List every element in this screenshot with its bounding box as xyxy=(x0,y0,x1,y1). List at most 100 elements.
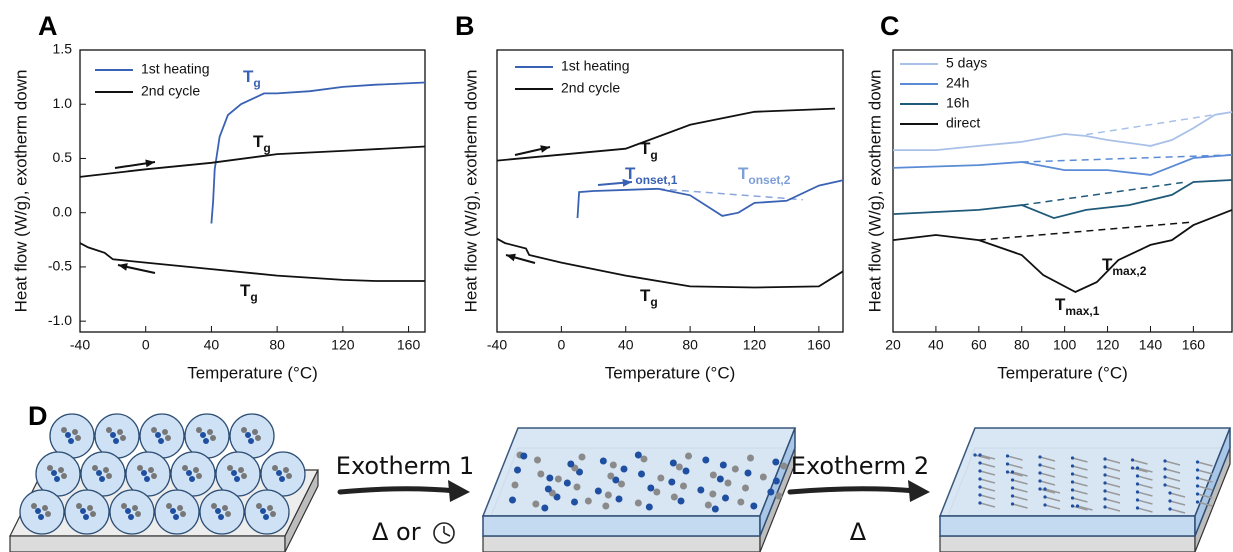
particle-core xyxy=(256,503,262,509)
annotation-main: T xyxy=(243,67,254,86)
network xyxy=(1197,477,1213,483)
annotation: Tonset,1 xyxy=(625,164,678,187)
cluster xyxy=(620,465,628,473)
network xyxy=(1137,499,1153,505)
network-node xyxy=(1010,502,1015,506)
cluster xyxy=(647,484,655,492)
cluster xyxy=(682,467,690,475)
particle-core xyxy=(177,505,183,511)
cluster xyxy=(514,466,521,474)
arrow-head xyxy=(506,253,516,262)
particle xyxy=(154,489,200,535)
cluster xyxy=(537,470,545,478)
data-line xyxy=(893,111,1233,151)
network-node xyxy=(978,477,982,481)
network-node xyxy=(1103,489,1107,493)
particle-core xyxy=(189,476,195,482)
network xyxy=(1012,495,1028,501)
data-line xyxy=(496,107,844,289)
network-node xyxy=(1010,478,1015,482)
cluster xyxy=(675,463,683,471)
annotation-sub: onset,2 xyxy=(748,173,790,187)
annotation-main: T xyxy=(253,132,264,151)
cluster xyxy=(604,491,612,499)
particle-core xyxy=(170,508,176,514)
baseline xyxy=(657,188,803,201)
particle-core xyxy=(76,503,82,509)
cluster xyxy=(599,457,607,465)
cluster xyxy=(742,484,749,492)
y-tick-label: 1.0 xyxy=(53,95,73,111)
network xyxy=(1137,467,1153,473)
x-tick-label: 160 xyxy=(1182,337,1206,353)
network xyxy=(1072,473,1088,479)
particle-core xyxy=(211,503,217,509)
plot-frame xyxy=(892,49,1233,333)
network-node xyxy=(1038,463,1042,467)
cluster xyxy=(677,497,685,505)
clock-hands xyxy=(443,526,451,537)
substrate-3-front xyxy=(939,535,1196,552)
network xyxy=(1104,506,1121,512)
particle-core xyxy=(196,473,202,479)
particle-core xyxy=(255,435,261,441)
network-node xyxy=(1010,486,1015,490)
network xyxy=(1012,471,1028,477)
particle-core xyxy=(267,505,273,511)
network-node xyxy=(1195,468,1200,472)
particle-core xyxy=(241,473,247,479)
x-tick-label: -40 xyxy=(70,337,90,353)
network-node xyxy=(1135,490,1140,494)
network xyxy=(1104,490,1121,496)
network-node xyxy=(1070,456,1075,460)
annotation: Tmax,2 xyxy=(1102,255,1147,278)
network-node xyxy=(1075,504,1080,508)
cluster xyxy=(573,483,581,491)
cluster xyxy=(697,486,705,494)
cluster xyxy=(609,461,617,469)
network-node xyxy=(1163,483,1167,487)
network xyxy=(1164,460,1181,466)
y-tick-label: 1.5 xyxy=(53,41,73,57)
x-axis-title: Temperature (°C) xyxy=(997,363,1128,382)
baseline xyxy=(1021,154,1233,163)
cluster xyxy=(653,488,661,496)
network xyxy=(1137,475,1153,481)
network xyxy=(979,462,996,468)
particle-core xyxy=(125,508,131,514)
network xyxy=(1072,505,1088,511)
particle-core xyxy=(165,435,171,441)
cluster xyxy=(722,494,729,502)
network-node xyxy=(1010,470,1015,474)
substrate-2-front xyxy=(482,535,761,552)
network-node xyxy=(1005,470,1010,474)
y-tick-label: -0.5 xyxy=(48,258,72,274)
particle-core xyxy=(245,432,251,438)
network-node xyxy=(1130,466,1135,470)
x-tick-label: 80 xyxy=(269,337,285,353)
network-node xyxy=(1168,507,1172,511)
annotation-main: T xyxy=(738,164,749,183)
annotation: Tmax,1 xyxy=(1055,295,1100,318)
annotation-main: T xyxy=(625,164,636,183)
network xyxy=(1197,461,1213,467)
annotation-sub: max,2 xyxy=(1112,264,1146,278)
process-arrow xyxy=(787,486,919,495)
arrow-head xyxy=(540,145,550,153)
x-tick-label: 160 xyxy=(807,337,831,353)
cluster xyxy=(750,502,758,510)
y-axis-title: Heat flow (W/g), exotherm down xyxy=(11,70,30,313)
panel-label: A xyxy=(38,11,58,41)
particle-core xyxy=(263,514,269,520)
legend-label: 2nd cycle xyxy=(561,80,620,96)
cluster xyxy=(640,455,648,463)
particle-core xyxy=(270,511,276,517)
particle xyxy=(199,489,245,535)
arrow-head xyxy=(622,178,632,187)
particle-core xyxy=(47,465,53,471)
y-tick-label: -1.0 xyxy=(48,312,72,328)
network xyxy=(979,454,996,460)
network xyxy=(1104,482,1121,488)
network xyxy=(1169,500,1186,506)
